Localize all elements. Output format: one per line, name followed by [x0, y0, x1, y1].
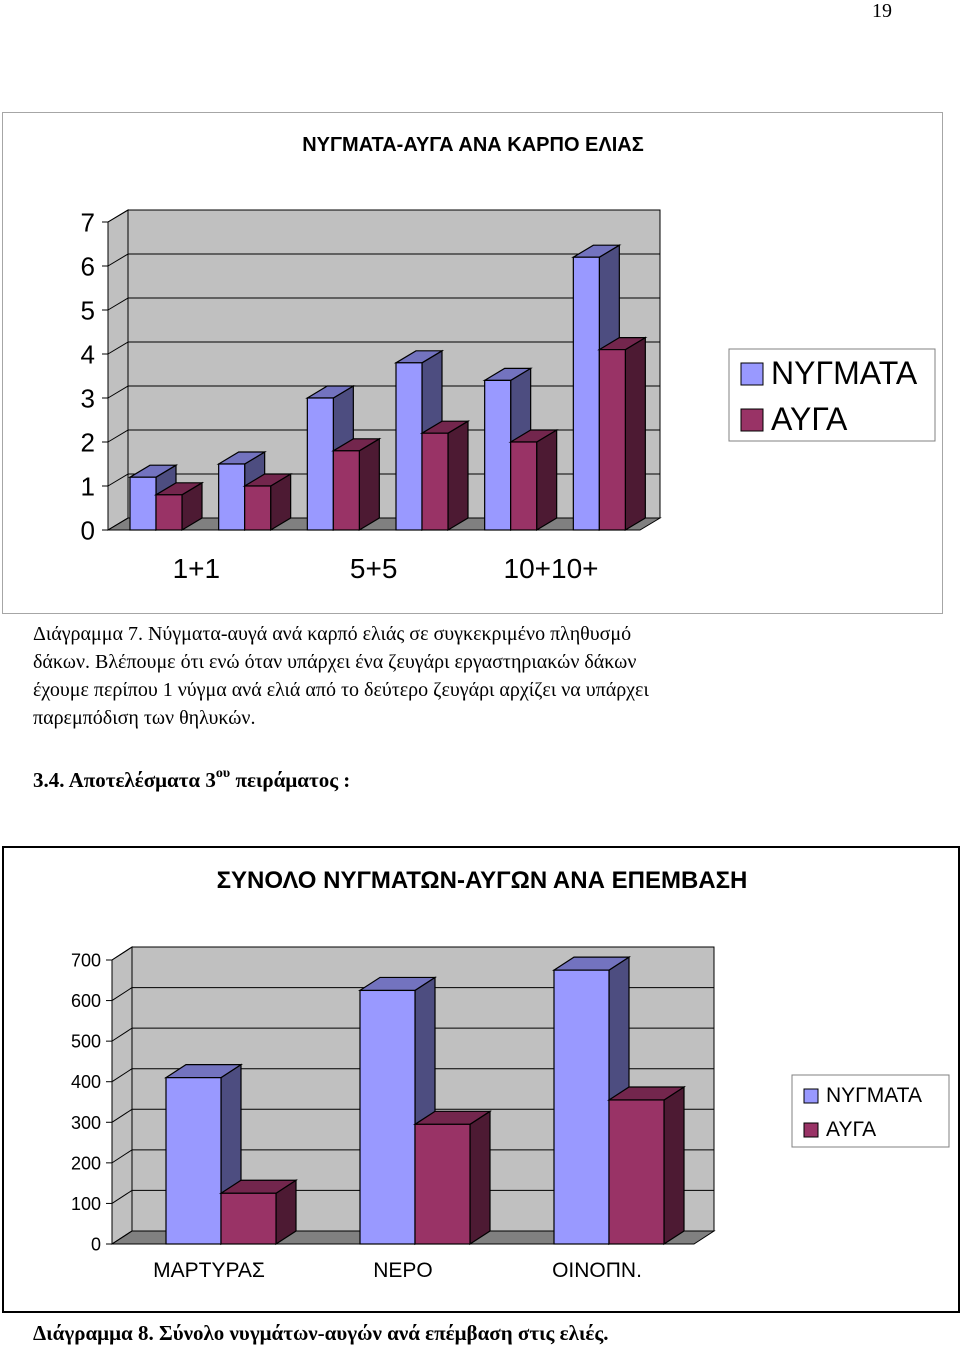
bar-ayga: [608, 1099, 665, 1245]
caption-line: Διάγραμμα 7. Νύγματα-αυγά ανά καρπό ελιά…: [33, 623, 632, 645]
gridline-side: [107, 385, 129, 399]
y-tick-label: 200: [71, 1153, 101, 1173]
bar-nygmata: [306, 397, 334, 531]
bar-nygmata: [553, 969, 610, 1245]
gridline-side: [107, 473, 129, 487]
y-tick-label: 3: [81, 383, 95, 413]
y-tick-label: 5: [81, 295, 95, 325]
gridline-side: [111, 1027, 133, 1042]
gridline-side: [107, 341, 129, 355]
x-category-label: 1+1: [173, 553, 221, 584]
section-heading: 3.4. Αποτελέσματα 3ου πειράματος :: [33, 766, 351, 793]
bar-ayga: [421, 432, 449, 531]
bar-side-ayga: [536, 428, 558, 532]
bar-ayga: [155, 494, 183, 531]
bar-side-ayga: [624, 336, 646, 532]
bar-ayga: [220, 1192, 277, 1245]
y-tick-label: 6: [81, 251, 95, 281]
chart-title: ΝΥΓΜΑΤΑ-ΑΥΓΑ ΑΝΑ ΚΑΡΠΟ ΕΛΙΑΣ: [302, 134, 644, 156]
legend-label: ΝΥΓΜΑΤΑ: [826, 1084, 922, 1107]
legend-label: ΝΥΓΜΑΤΑ: [771, 355, 918, 391]
bar-side-ayga: [663, 1085, 685, 1246]
chart-2-svg: ΣΥΝΟΛΟ ΝΥΓΜΑΤΩΝ-ΑΥΓΩΝ ΑΝΑ ΕΠΕΜΒΑΣΗ 0 100 20…: [71, 867, 950, 1282]
y-tick-label: 600: [71, 991, 101, 1011]
page-number: 19: [872, 0, 892, 22]
y-tick-label: 400: [71, 1072, 101, 1092]
heading-prefix: 3.4. Αποτελέσματα 3: [33, 768, 216, 792]
bar-nygmata: [165, 1077, 222, 1245]
y-tick-label: 700: [71, 950, 101, 970]
bar-nygmata: [484, 379, 512, 531]
gridline-side: [111, 987, 133, 1001]
x-category-label: 5+5: [350, 553, 398, 584]
chart-nygmata-ayga-ana-karpo: ΝΥΓΜΑΤΑ-ΑΥΓΑ ΑΝΑ ΚΑΡΠΟ ΕΛΙΑΣ 0 1 2 3 4 5 6 7 1+1 5…: [2, 112, 943, 614]
bar-nygmata: [572, 256, 600, 531]
bar-ayga: [510, 441, 538, 531]
bar-nygmata: [218, 463, 246, 531]
legend-swatch-nygmata: [803, 1088, 819, 1104]
gridline-side: [111, 1230, 133, 1245]
y-tick-label: 100: [71, 1194, 101, 1214]
gridline-side: [107, 297, 129, 311]
gridline-side: [111, 1149, 133, 1164]
gridline-side: [107, 253, 129, 267]
caption-line: παρεμπόδιση των θηλυκών.: [33, 707, 256, 729]
chart-1-svg: ΝΥΓΜΑΤΑ-ΑΥΓΑ ΑΝΑ ΚΑΡΠΟ ΕΛΙΑΣ 0 1 2 3 4 5 6 7 1+1 5…: [81, 134, 936, 584]
y-tick-label: 1: [81, 471, 95, 501]
caption-line: δάκων. Βλέπουμε ότι ενώ όταν υπάρχει ένα…: [33, 651, 637, 673]
gridline-side: [111, 1190, 133, 1204]
bar-nygmata: [129, 476, 157, 531]
y-tick-label: 300: [71, 1113, 101, 1133]
y-tick-label: 0: [91, 1234, 101, 1254]
gridline-side: [107, 209, 129, 223]
y-tick-label: 2: [81, 427, 95, 457]
x-category-label: 10+10+: [504, 553, 599, 584]
bar-ayga: [244, 485, 272, 531]
x-category-label: ΜΑΡΤΥΡΑΣ: [153, 1259, 265, 1282]
y-tick-label: 4: [81, 339, 95, 369]
bar-ayga: [414, 1123, 471, 1245]
side-wall: [111, 946, 133, 1245]
gridline-side: [111, 1108, 133, 1123]
legend-label: ΑΥΓΑ: [826, 1118, 876, 1141]
side-wall: [107, 209, 129, 531]
legend-swatch-ayga: [740, 408, 764, 432]
caption-diagram-8: Διάγραμμα 8. Σύνολο νυγμάτων-αυγών ανά ε…: [33, 1321, 609, 1345]
bar-nygmata: [395, 362, 423, 531]
legend-label: ΑΥΓΑ: [771, 401, 848, 437]
gridline-side: [107, 429, 129, 443]
bar-side-ayga: [469, 1110, 491, 1246]
bar-nygmata: [359, 989, 416, 1245]
bar-ayga: [332, 450, 360, 531]
bar-side-ayga: [447, 420, 469, 532]
bar-ayga: [598, 349, 626, 531]
x-category-label: ΝΕΡΟ: [373, 1259, 433, 1282]
heading-suffix: πειράματος :: [230, 768, 351, 792]
chart-synolo-ana-epemvasi: ΣΥΝΟΛΟ ΝΥΓΜΑΤΩΝ-ΑΥΓΩΝ ΑΝΑ ΕΠΕΜΒΑΣΗ 0 100 20…: [2, 846, 960, 1313]
y-tick-label: 0: [81, 515, 95, 545]
chart-title: ΣΥΝΟΛΟ ΝΥΓΜΑΤΩΝ-ΑΥΓΩΝ ΑΝΑ ΕΠΕΜΒΑΣΗ: [217, 867, 748, 894]
heading-superscript: ου: [215, 766, 231, 781]
y-tick-label: 500: [71, 1032, 101, 1052]
x-category-label: ΟΙΝΟΠΝ.: [552, 1259, 642, 1282]
legend-swatch-ayga: [803, 1122, 819, 1138]
y-tick-label: 7: [81, 207, 95, 237]
gridline-side: [111, 1068, 133, 1083]
gridline-side: [111, 946, 133, 961]
back-wall: [127, 209, 661, 519]
legend-swatch-nygmata: [740, 362, 764, 386]
gridline-side: [107, 517, 129, 531]
bar-side-ayga: [358, 437, 380, 532]
caption-diagram-7: Διάγραμμα 7. Νύγματα-αυγά ανά καρπό ελιά…: [33, 620, 897, 732]
caption-line: έχουμε περίπου 1 νύγμα ανά ελιά από το δ…: [33, 679, 649, 701]
